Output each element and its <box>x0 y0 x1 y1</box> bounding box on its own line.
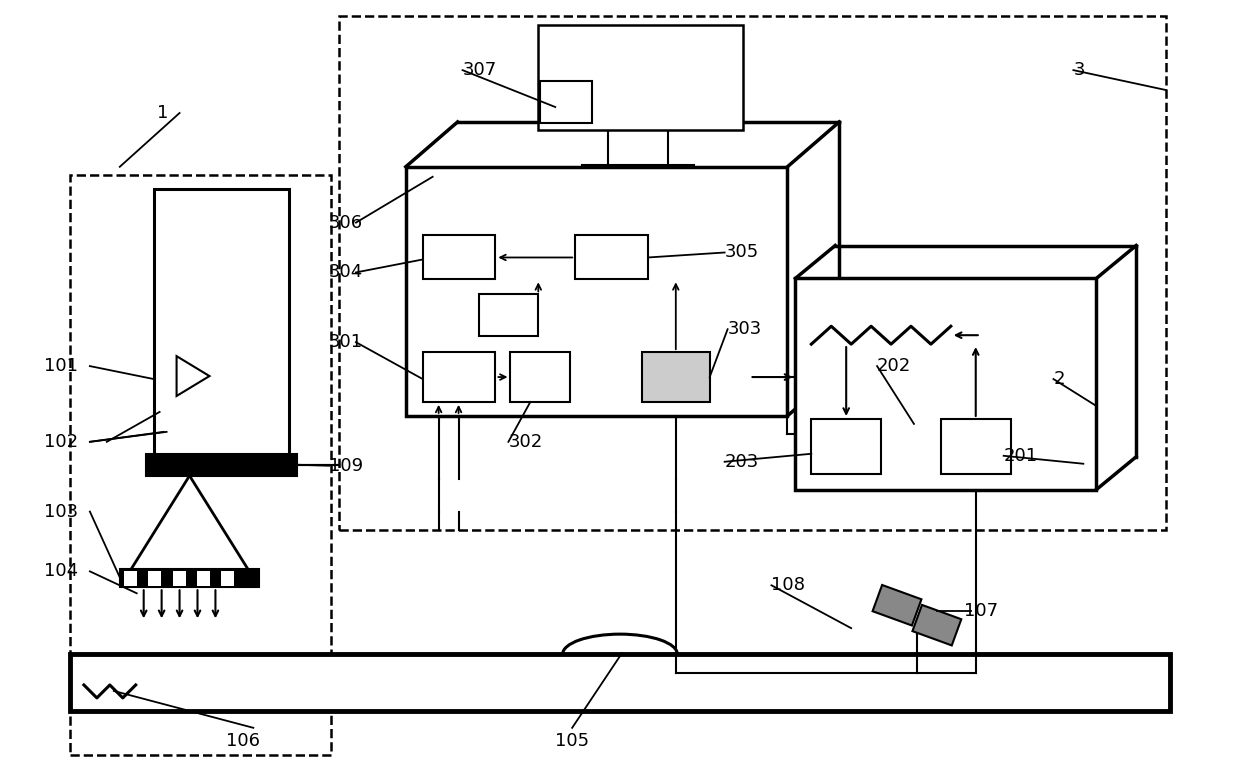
Text: 104: 104 <box>45 562 78 580</box>
Text: 2: 2 <box>1053 370 1066 388</box>
Bar <box>69 654 1170 711</box>
Bar <box>146 454 297 476</box>
Text: 106: 106 <box>227 731 260 750</box>
Bar <box>510 352 570 402</box>
Bar <box>149 571 161 586</box>
Bar <box>172 571 186 586</box>
Text: 101: 101 <box>45 357 78 375</box>
Text: 103: 103 <box>45 503 78 521</box>
Polygon shape <box>872 585 922 626</box>
Text: 107: 107 <box>964 602 997 620</box>
Text: 203: 203 <box>725 452 758 470</box>
Text: 307: 307 <box>462 61 497 79</box>
Text: 201: 201 <box>1004 447 1038 465</box>
Text: 306: 306 <box>330 213 363 231</box>
Polygon shape <box>912 605 961 645</box>
Bar <box>405 167 788 416</box>
Text: 109: 109 <box>330 457 363 475</box>
Bar <box>339 16 1166 529</box>
Text: 1: 1 <box>156 104 169 122</box>
Bar <box>478 294 538 336</box>
Bar <box>422 234 496 279</box>
Bar <box>940 419 1011 474</box>
Text: 302: 302 <box>508 433 543 451</box>
Text: 105: 105 <box>555 731 590 750</box>
Text: 102: 102 <box>45 433 78 451</box>
Text: 301: 301 <box>330 333 363 351</box>
Bar <box>642 352 710 402</box>
Bar <box>795 278 1097 490</box>
Bar <box>69 175 331 755</box>
Bar <box>154 189 289 455</box>
Text: 202: 202 <box>877 357 912 375</box>
Bar <box>575 234 648 279</box>
Bar <box>120 569 259 587</box>
Text: 303: 303 <box>727 320 762 338</box>
Text: 304: 304 <box>330 263 363 281</box>
Bar <box>197 571 209 586</box>
Text: 3: 3 <box>1073 61 1085 79</box>
Text: 108: 108 <box>772 576 805 594</box>
Bar <box>124 571 136 586</box>
Text: 305: 305 <box>725 244 758 262</box>
Bar <box>812 419 881 474</box>
Bar <box>538 25 742 130</box>
Bar <box>222 571 234 586</box>
Bar <box>422 352 496 402</box>
Bar <box>540 81 592 123</box>
